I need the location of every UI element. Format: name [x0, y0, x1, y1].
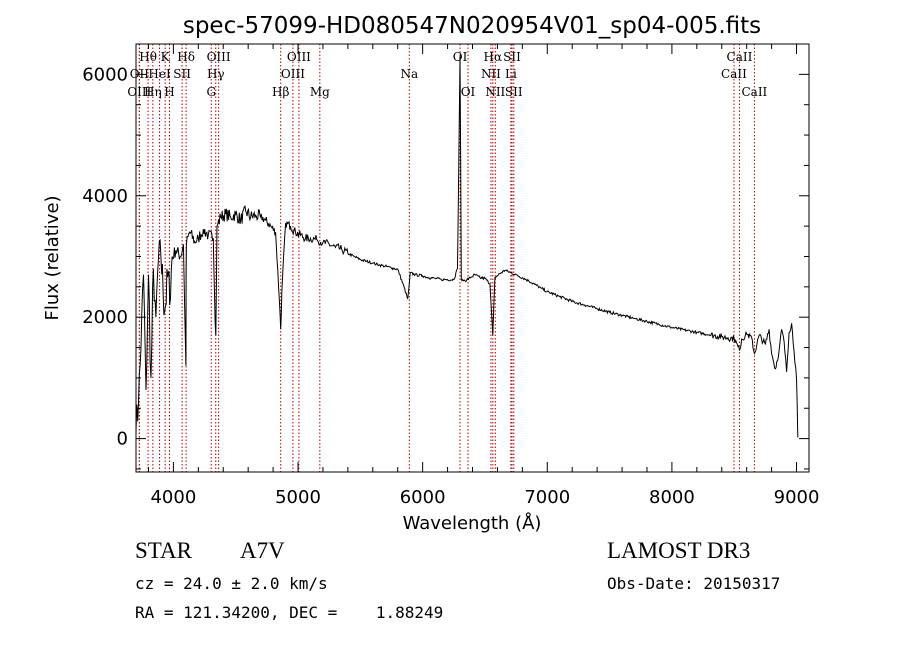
line-label-8: Hδ: [177, 50, 195, 64]
line-label-21: NII: [485, 85, 505, 99]
object-class: STAR: [135, 538, 192, 563]
x-tick-label: 9000: [774, 487, 820, 508]
line-label-20: NII: [481, 67, 501, 81]
observation-date: Obs-Date: 20150317: [607, 574, 781, 593]
line-label-25: CaII: [727, 50, 753, 64]
line-label-6: SII: [173, 67, 191, 81]
line-label-5: Hη: [144, 85, 162, 99]
x-axis-label: Wavelength (Å): [403, 512, 542, 534]
object-subclass: A7V: [240, 538, 285, 563]
spectral-line-markers: [138, 44, 755, 472]
y-tick-label: 0: [117, 429, 128, 450]
y-axis-label: Flux (relative): [42, 195, 63, 320]
line-label-10: Hγ: [207, 67, 225, 81]
line-label-12: Hβ: [272, 85, 289, 99]
axis-ticks: 4000 5000 6000 7000 8000 9000 0 2000 4000 6000: [82, 44, 819, 508]
line-label-22: SII: [503, 50, 521, 64]
y-tick-label: 6000: [82, 64, 128, 85]
line-label-4: HeI: [148, 67, 171, 81]
line-label-14: OIII: [281, 67, 305, 81]
sky-coordinates: RA = 121.34200, DEC = 1.88249: [135, 603, 444, 622]
line-label-16: Na: [400, 67, 418, 81]
chart-title: spec-57099-HD080547N020954V01_sp04-005.f…: [183, 13, 761, 39]
line-label-18: OI: [461, 85, 476, 99]
y-tick-label: 2000: [82, 307, 128, 328]
x-tick-label: 7000: [524, 487, 570, 508]
line-label-15: Mg: [310, 85, 330, 99]
y-tick-label: 4000: [82, 186, 128, 207]
line-label-27: CaII: [741, 85, 767, 99]
plot-frame: [135, 43, 810, 473]
line-label-7: H: [164, 85, 174, 99]
x-tick-label: 4000: [150, 487, 196, 508]
redshift-value: cz = 24.0 ± 2.0 km/s: [135, 574, 328, 593]
line-label-19: Hα: [484, 50, 503, 64]
survey-name: LAMOST DR3: [607, 538, 751, 563]
line-label-9: OIII: [207, 50, 231, 64]
line-label-3: K: [161, 50, 171, 64]
spectrum-series: [135, 56, 799, 438]
line-label-26: CaII: [721, 67, 747, 81]
line-label-0: Hθ: [139, 50, 157, 64]
x-tick-label: 6000: [400, 487, 446, 508]
line-label-23: Li: [505, 67, 517, 81]
line-label-11: G: [206, 85, 216, 99]
x-tick-label: 5000: [275, 487, 321, 508]
line-label-24: SII: [505, 85, 523, 99]
x-tick-label: 8000: [649, 487, 695, 508]
line-label-13: OIII: [287, 50, 311, 64]
line-label-2: OIII: [127, 85, 151, 99]
